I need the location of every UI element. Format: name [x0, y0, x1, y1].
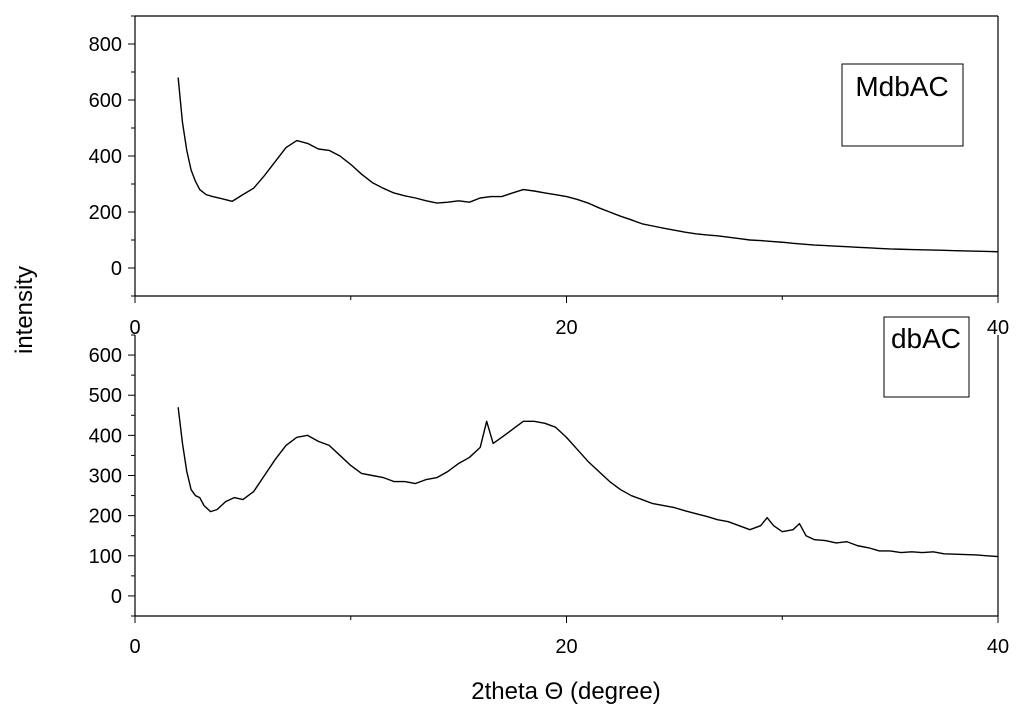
bottom-panel-y-ticks: 0 100 200 300 400 500 600	[89, 334, 135, 617]
x-tick-label: 0	[129, 636, 140, 658]
x-tick-label: 40	[987, 636, 1009, 658]
y-tick-label: 500	[89, 385, 122, 407]
y-tick-label: 300	[89, 466, 122, 488]
top-panel: 0 200 400 600 800 0 20 40 MdbAC	[89, 15, 1009, 339]
y-tick-label: 800	[89, 34, 122, 56]
bottom-panel-legend-box	[883, 316, 970, 398]
top-panel-series-line	[177, 77, 999, 253]
y-tick-label: 0	[111, 586, 122, 608]
y-tick-label: 0	[111, 258, 122, 280]
y-tick-label: 600	[89, 90, 122, 112]
x-tick-label: 20	[555, 636, 577, 658]
top-panel-x-ticks: 0 20 40	[129, 296, 1009, 339]
y-tick-label: 200	[89, 202, 122, 224]
bottom-panel-legend-label: dbAC	[891, 323, 961, 354]
x-axis-title: 2theta Θ (degree)	[471, 678, 660, 705]
x-tick-label: 20	[555, 317, 577, 339]
top-panel-legend-box	[841, 63, 964, 147]
y-tick-label: 200	[89, 506, 122, 528]
y-tick-label: 600	[89, 345, 122, 367]
y-tick-label: 400	[89, 146, 122, 168]
bottom-panel-x-ticks: 0 20 40	[129, 616, 1009, 658]
top-panel-legend-label: MdbAC	[855, 71, 948, 102]
y-tick-label: 400	[89, 425, 122, 447]
y-tick-label: 100	[89, 546, 122, 568]
bottom-panel-series-line	[177, 407, 999, 558]
x-tick-label: 40	[987, 317, 1009, 339]
x-tick-label: 0	[129, 317, 140, 339]
top-panel-y-ticks: 0 200 400 600 800	[89, 15, 135, 297]
y-axis-title: intensity	[11, 266, 38, 354]
